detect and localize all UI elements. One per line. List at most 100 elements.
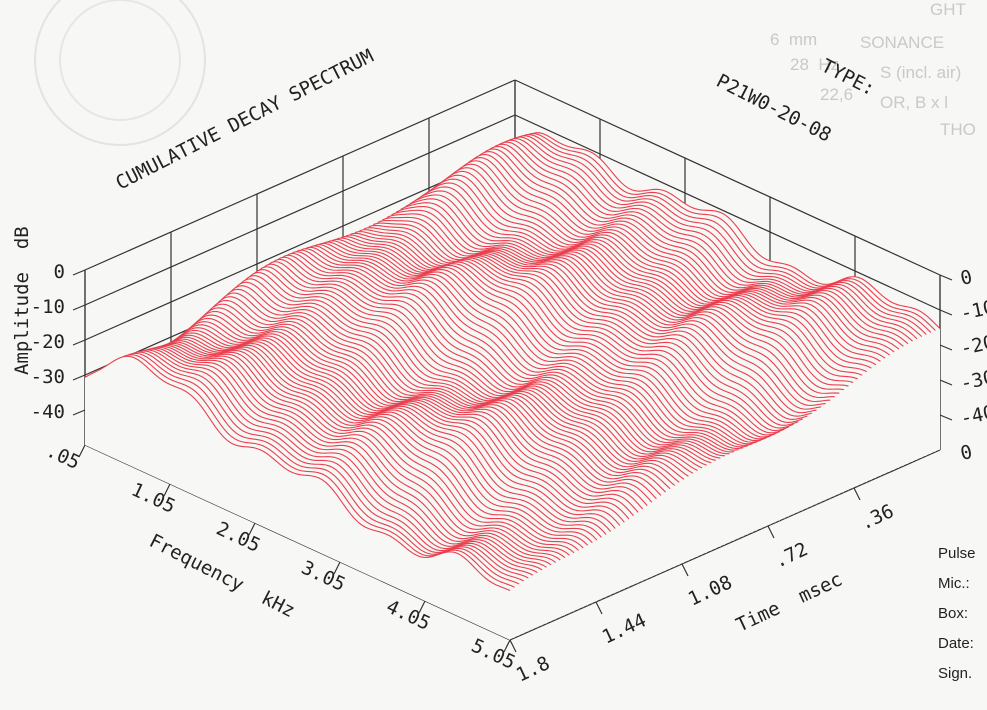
side-label: Date: xyxy=(938,635,974,652)
trace xyxy=(432,174,858,380)
trace xyxy=(487,139,913,342)
trace xyxy=(441,167,868,373)
trace xyxy=(436,170,863,376)
trace xyxy=(427,178,854,383)
trace xyxy=(258,266,685,480)
background-text: OR, B x l xyxy=(880,93,948,112)
trace xyxy=(477,143,904,347)
trace xyxy=(134,343,561,561)
trace xyxy=(313,244,739,451)
trace xyxy=(395,206,822,410)
trace xyxy=(414,190,840,394)
trace xyxy=(84,355,511,592)
trace xyxy=(400,202,826,406)
trace xyxy=(221,292,648,506)
side-label: Box: xyxy=(938,605,968,622)
trace xyxy=(107,349,534,576)
background-text: SONANCE xyxy=(860,33,944,52)
trace xyxy=(281,254,707,466)
trace xyxy=(212,299,639,513)
trace xyxy=(423,182,849,387)
trace xyxy=(322,241,749,448)
x-tick xyxy=(333,561,341,575)
trace xyxy=(231,285,657,500)
trace xyxy=(459,153,886,359)
trace xyxy=(194,314,621,526)
trace xyxy=(299,248,726,457)
trace xyxy=(377,219,803,424)
y2-tick xyxy=(939,414,953,421)
trace xyxy=(166,332,593,544)
trace xyxy=(121,346,547,568)
trace xyxy=(276,256,703,469)
side-label: Sign. xyxy=(938,665,972,682)
trace xyxy=(500,135,927,335)
y-tick xyxy=(72,409,86,416)
trace xyxy=(102,350,529,579)
y-tick-label: 0 xyxy=(54,261,65,283)
trace xyxy=(171,329,598,541)
trace xyxy=(345,234,771,440)
grid-line xyxy=(514,114,941,311)
background-text: THO xyxy=(940,120,976,139)
trace xyxy=(496,136,923,338)
y2-tick-label: 0 xyxy=(958,266,974,290)
y2-tick xyxy=(939,274,953,281)
trace xyxy=(341,236,767,442)
trace xyxy=(491,138,918,340)
x-tick xyxy=(503,639,511,653)
trace xyxy=(464,151,890,356)
y-tick xyxy=(72,339,86,346)
trace xyxy=(153,338,579,551)
trace xyxy=(267,261,694,474)
y-tick-label: -10 xyxy=(31,296,65,318)
trace xyxy=(354,231,781,436)
background-text: S (incl. air) xyxy=(880,63,961,82)
trace xyxy=(189,317,616,529)
grid-line xyxy=(84,114,516,306)
trace xyxy=(208,303,634,517)
trace xyxy=(226,288,653,503)
trace xyxy=(162,334,589,546)
trace xyxy=(418,186,845,391)
trace xyxy=(455,156,881,362)
trace xyxy=(263,263,689,477)
trace xyxy=(185,321,612,532)
trace xyxy=(244,275,671,490)
y-tick xyxy=(72,269,86,276)
trace xyxy=(509,133,936,331)
trace xyxy=(144,341,570,556)
trace xyxy=(386,213,813,417)
background-text: 6 mm xyxy=(770,30,817,49)
trace xyxy=(272,258,698,472)
grid-line xyxy=(84,79,516,271)
z-tick xyxy=(509,639,517,653)
trace xyxy=(98,351,524,582)
background-text: 28 Hz xyxy=(790,55,839,74)
trace xyxy=(203,307,630,520)
trace xyxy=(130,344,557,563)
y-tick-label: -20 xyxy=(31,331,65,353)
trace xyxy=(363,227,790,432)
trace xyxy=(350,232,776,438)
trace xyxy=(505,134,932,333)
x-tick xyxy=(163,483,171,497)
background-drawing xyxy=(34,0,206,146)
trace xyxy=(359,229,785,434)
trace xyxy=(382,216,808,420)
y-tick-label: -40 xyxy=(31,401,65,423)
background-drawing xyxy=(59,0,181,121)
trace xyxy=(249,272,676,486)
y-label: Amplitude dB xyxy=(11,226,33,375)
trace-fill xyxy=(85,356,510,640)
y2-tick xyxy=(939,379,953,386)
trace xyxy=(473,145,900,350)
x-tick xyxy=(78,444,86,458)
background-text: GHT xyxy=(930,0,966,19)
trace xyxy=(235,281,662,496)
trace xyxy=(116,347,543,571)
trace xyxy=(327,240,753,446)
trace xyxy=(176,327,602,538)
trace xyxy=(368,224,794,429)
